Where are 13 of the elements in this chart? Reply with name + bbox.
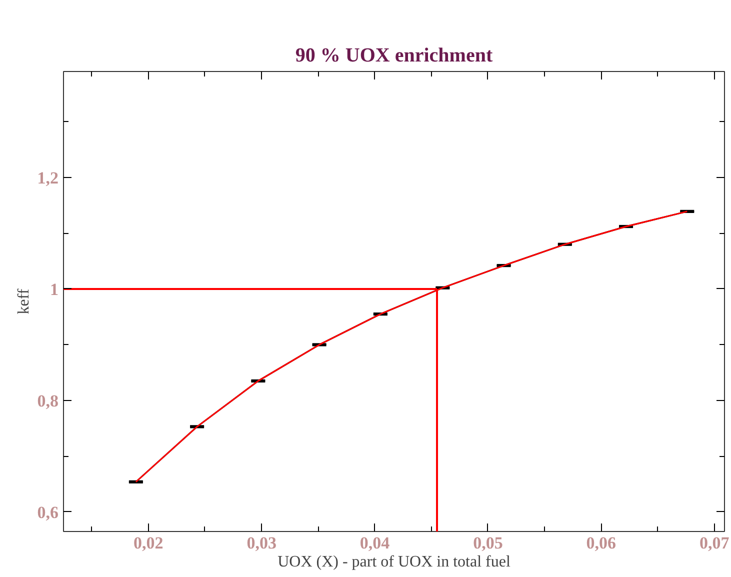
x-axis-title: UOX (X) - part of UOX in total fuel (278, 554, 511, 570)
chart-title: 90 % UOX enrichment (295, 44, 493, 66)
x-tick-label: 0,07 (699, 534, 730, 552)
x-tick-label: 0,03 (246, 534, 276, 552)
y-axis-title: keff (15, 288, 32, 314)
y-tick-label: 0,8 (37, 391, 58, 410)
x-tick-label: 0,04 (360, 534, 390, 552)
y-tick-label: 0,6 (37, 502, 58, 522)
x-tick-label: 0,05 (473, 534, 503, 552)
y-tick-label: 1,2 (37, 168, 58, 188)
x-tick-label: 0,02 (134, 534, 164, 552)
y-tick-label: 1 (50, 280, 58, 299)
x-tick-label: 0,06 (586, 534, 616, 552)
